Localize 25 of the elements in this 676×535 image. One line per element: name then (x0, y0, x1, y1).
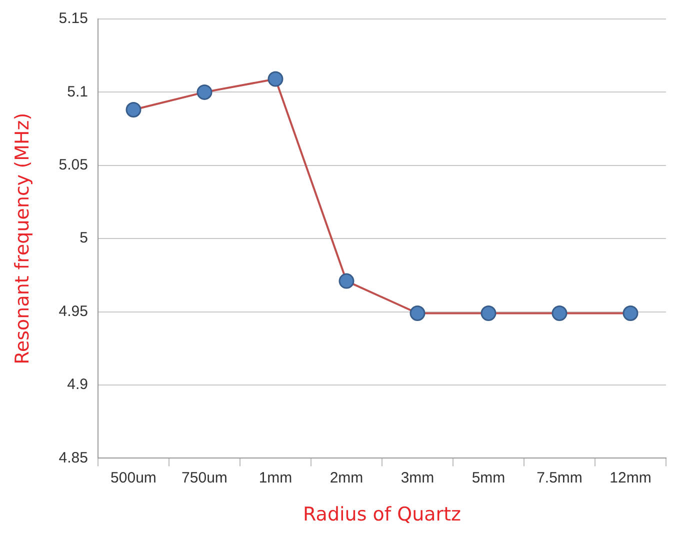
point (410, 306, 426, 322)
y-tick-label: 5.05 (58, 156, 88, 174)
point (196, 84, 212, 100)
x-tick-label: 750um (182, 469, 228, 486)
x-tick-label: 5mm (472, 469, 506, 486)
y-tick-label: 5 (80, 230, 88, 247)
x-tick-label: 12mm (610, 469, 652, 486)
point (552, 306, 568, 322)
y-tick-label: 5.15 (58, 10, 88, 28)
y-tick-label: 4.9 (67, 376, 88, 394)
x-tick-label: 3mm (400, 469, 434, 486)
x-tick-label: 7.5mm (536, 469, 582, 486)
point (126, 102, 142, 118)
y-axis-title: Resonant frequency (MHz) (11, 112, 34, 364)
y-tick-label: 4.95 (58, 302, 88, 320)
x-tick-label: 2mm (330, 469, 364, 486)
point (338, 273, 354, 289)
y-tick-label: 4.85 (58, 449, 88, 466)
x-tick-label: 500um (110, 469, 156, 486)
x-tick-label: 1mm (258, 469, 292, 486)
point (622, 306, 638, 322)
x-axis-title: Radius of Quartz (303, 504, 462, 526)
point (480, 306, 496, 322)
point (268, 71, 284, 87)
y-tick-label: 5.1 (67, 83, 88, 100)
